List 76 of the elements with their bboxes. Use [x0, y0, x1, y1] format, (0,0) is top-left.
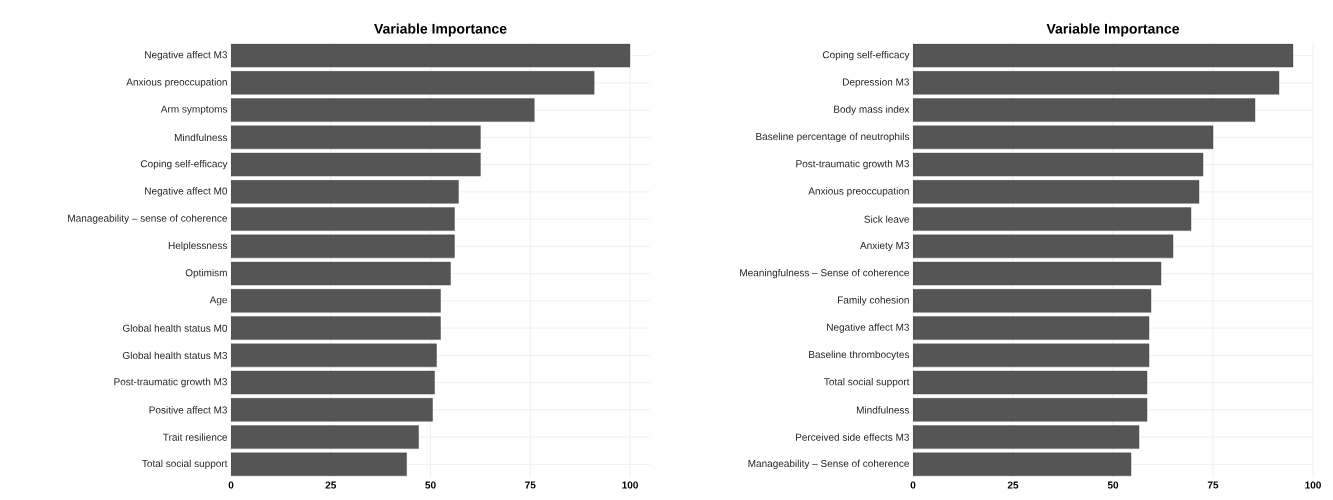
y-tick-label: Post-traumatic growth M3	[114, 377, 228, 388]
bar	[231, 370, 435, 395]
y-tick-label: Manageability – sense of coherence	[68, 214, 227, 224]
y-tick-label: Sick leave	[864, 215, 910, 223]
x-tick-label: 100	[622, 481, 638, 489]
x-tick-label: 25	[325, 481, 337, 489]
bar	[231, 289, 441, 313]
bar	[913, 207, 1192, 231]
bar	[231, 261, 451, 286]
y-tick-label: Baseline thrombocytes	[809, 350, 910, 361]
y-tick-label: Global health status M3	[122, 351, 228, 360]
x-tick-label: 50	[425, 481, 436, 489]
y-tick-label: Trait resilience	[163, 433, 228, 441]
bar	[913, 452, 1132, 477]
bar	[913, 398, 1148, 422]
bar	[231, 43, 631, 68]
x-tick-label: 75	[1207, 481, 1219, 489]
y-tick-label: Meaningfulness – Sense of coherence	[740, 268, 909, 279]
x-tick-label: 0	[910, 481, 916, 489]
x-tick-label: 50	[1107, 481, 1119, 489]
y-tick-label: Helplessness	[168, 241, 228, 252]
y-tick-label: Anxious preoccupation	[126, 78, 227, 88]
y-tick-label: Total social support	[142, 459, 228, 470]
bar	[231, 234, 455, 259]
y-tick-label: Negative affect M3	[145, 50, 228, 61]
bar	[913, 43, 1294, 68]
bar	[231, 152, 481, 177]
chart-title: Variable Importance	[1046, 23, 1180, 37]
bar	[913, 71, 1280, 95]
bar	[913, 289, 1152, 313]
bar	[231, 343, 437, 368]
y-tick-label: Post-traumatic growth M3	[796, 159, 910, 170]
x-tick-label: 100	[1305, 481, 1321, 489]
y-tick-label: Coping self-efficacy	[140, 159, 228, 170]
x-tick-label: 0	[228, 481, 234, 489]
y-tick-label: Coping self-efficacy	[822, 50, 910, 61]
bar	[231, 98, 535, 122]
bar	[231, 207, 455, 231]
x-tick-label: 25	[1007, 481, 1019, 489]
bar	[231, 425, 419, 449]
y-tick-label: Global health status M0	[122, 324, 228, 332]
bar	[231, 180, 459, 204]
y-tick-label: Mindfulness	[174, 133, 228, 142]
bar	[913, 316, 1150, 340]
x-tick-label: 75	[525, 481, 536, 489]
y-tick-label: Depression M3	[843, 78, 910, 88]
y-tick-label: Optimism	[185, 268, 227, 279]
y-tick-label: Positive affect M3	[149, 406, 228, 414]
y-tick-label: Anxious preoccupation	[808, 187, 909, 197]
bar	[231, 452, 407, 477]
y-tick-label: Body mass index	[834, 105, 910, 115]
bar	[913, 152, 1204, 177]
y-tick-label: Manageability – Sense of coherence	[748, 459, 909, 470]
y-tick-label: Perceived side effects M3	[795, 433, 910, 441]
y-tick-label: Arm symptoms	[160, 105, 228, 115]
y-tick-label: Mindfulness	[856, 406, 910, 414]
bar	[913, 343, 1150, 368]
y-tick-label: Total social support	[824, 377, 910, 388]
bar	[913, 125, 1214, 150]
y-tick-label: Age	[209, 296, 228, 306]
bar	[231, 71, 595, 95]
chart-title: Variable Importance	[374, 23, 507, 37]
y-tick-label: Baseline percentage of neutrophils	[756, 132, 910, 143]
bar	[231, 316, 441, 340]
y-tick-label: Family cohesion	[838, 296, 909, 306]
bar	[231, 125, 481, 150]
bar	[913, 98, 1256, 122]
bar	[913, 234, 1174, 259]
y-tick-label: Negative affect M0	[145, 187, 228, 197]
bar	[913, 180, 1200, 204]
bar	[913, 425, 1140, 449]
y-tick-label: Negative affect M3	[827, 323, 910, 333]
bar	[913, 370, 1148, 395]
bar	[231, 398, 433, 422]
y-tick-label: Anxiety M3	[860, 241, 910, 252]
bar	[913, 261, 1162, 286]
